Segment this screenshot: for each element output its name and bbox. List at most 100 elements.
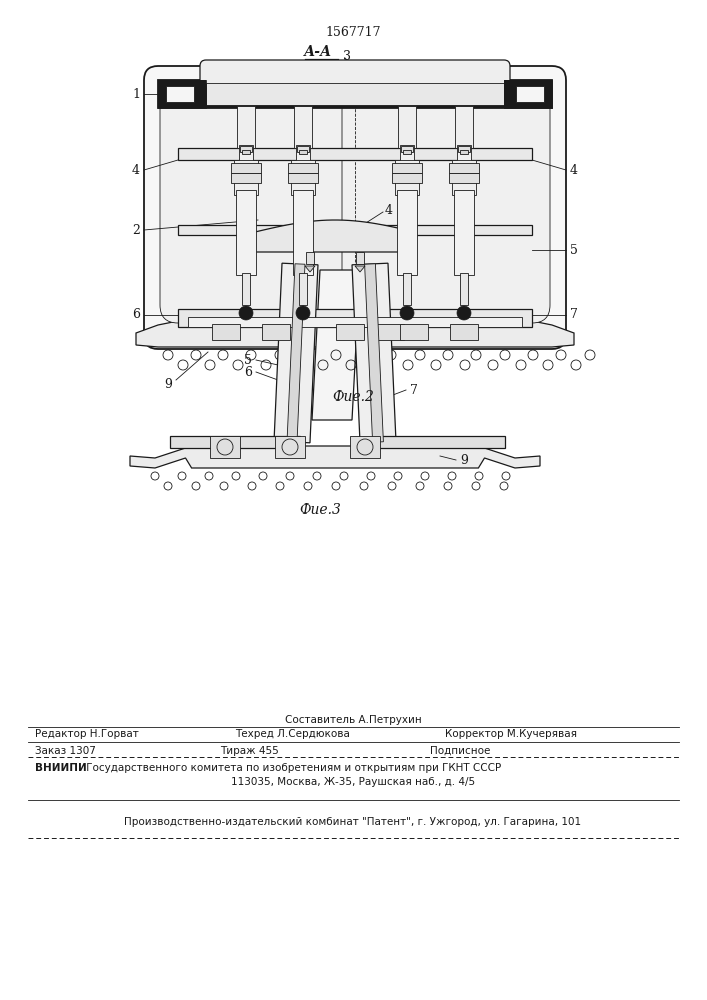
Text: Фие.3: Фие.3 <box>299 503 341 517</box>
Polygon shape <box>305 266 315 272</box>
Bar <box>457 145 471 225</box>
Text: Государственного комитета по изобретениям и открытиям при ГКНТ СССР: Государственного комитета по изобретения… <box>83 763 501 773</box>
Text: 7: 7 <box>570 308 578 322</box>
Circle shape <box>239 306 253 320</box>
Bar <box>400 324 428 340</box>
Bar <box>293 190 313 275</box>
Bar <box>170 436 300 448</box>
Bar <box>376 324 404 340</box>
Text: А-А: А-А <box>304 45 332 59</box>
Polygon shape <box>352 263 396 443</box>
Bar <box>166 86 194 102</box>
Circle shape <box>457 306 471 320</box>
Bar <box>299 273 307 305</box>
Text: 113035, Москва, Ж-35, Раушская наб., д. 4/5: 113035, Москва, Ж-35, Раушская наб., д. … <box>231 777 475 787</box>
Bar <box>460 150 468 154</box>
FancyBboxPatch shape <box>342 92 550 323</box>
Text: Техред Л.Сердюкова: Техред Л.Сердюкова <box>235 729 350 739</box>
Bar <box>288 163 318 173</box>
Bar <box>397 190 417 275</box>
Bar <box>449 173 479 183</box>
FancyBboxPatch shape <box>160 92 368 323</box>
Bar <box>400 145 414 225</box>
Bar <box>210 436 240 458</box>
Bar <box>454 190 474 275</box>
Text: Тираж 455: Тираж 455 <box>220 746 279 756</box>
FancyBboxPatch shape <box>200 60 510 88</box>
Bar <box>504 80 552 108</box>
Polygon shape <box>130 446 540 468</box>
Bar <box>275 436 305 458</box>
Text: Редактор Н.Горват: Редактор Н.Горват <box>35 729 139 739</box>
Text: 9: 9 <box>164 378 172 391</box>
Text: Производственно-издательский комбинат "Патент", г. Ужгород, ул. Гагарина, 101: Производственно-издательский комбинат "П… <box>124 817 582 827</box>
Bar <box>231 163 261 173</box>
Bar <box>188 317 522 327</box>
Bar <box>306 252 314 264</box>
Bar <box>449 163 479 173</box>
Text: ВНИИПИ: ВНИИПИ <box>35 763 87 773</box>
Bar <box>350 436 380 458</box>
Bar <box>455 106 473 148</box>
Text: 4: 4 <box>132 163 140 176</box>
Polygon shape <box>136 318 574 347</box>
Bar <box>212 324 240 340</box>
Text: Заказ 1307: Заказ 1307 <box>35 746 96 756</box>
Bar <box>401 146 413 152</box>
Text: 2: 2 <box>132 224 140 236</box>
Bar <box>516 86 544 102</box>
Bar <box>336 324 364 340</box>
Bar <box>242 150 250 154</box>
Bar <box>237 106 255 148</box>
Bar <box>450 324 478 340</box>
Bar <box>178 225 532 235</box>
Text: 3: 3 <box>343 49 351 62</box>
Bar <box>504 80 552 108</box>
Bar <box>458 146 470 152</box>
Text: 5: 5 <box>570 243 578 256</box>
Bar <box>398 106 416 148</box>
Bar <box>178 148 532 160</box>
Text: 6: 6 <box>244 365 252 378</box>
Bar <box>375 436 505 448</box>
Text: 5: 5 <box>244 354 252 366</box>
Text: Корректор М.Кучерявая: Корректор М.Кучерявая <box>445 729 577 739</box>
Bar <box>231 173 261 183</box>
Bar <box>392 173 422 183</box>
Polygon shape <box>274 263 318 443</box>
Polygon shape <box>365 264 383 442</box>
Bar <box>460 273 468 305</box>
Circle shape <box>400 306 414 320</box>
Text: 4: 4 <box>385 204 393 217</box>
Polygon shape <box>287 264 305 442</box>
Bar <box>158 80 552 108</box>
Bar <box>234 160 258 195</box>
Bar <box>403 273 411 305</box>
Text: 7: 7 <box>410 383 418 396</box>
Bar <box>395 160 419 195</box>
Bar <box>356 252 364 264</box>
Bar <box>299 150 307 154</box>
Bar <box>240 146 252 152</box>
Text: 1567717: 1567717 <box>325 25 381 38</box>
Polygon shape <box>255 220 415 252</box>
Text: 6: 6 <box>132 308 140 322</box>
Bar <box>297 146 309 152</box>
Bar <box>158 80 206 108</box>
Text: 4: 4 <box>570 163 578 176</box>
Bar <box>452 160 476 195</box>
Circle shape <box>296 306 310 320</box>
Bar <box>392 163 422 173</box>
Text: 1: 1 <box>132 88 140 101</box>
Bar <box>262 324 290 340</box>
Bar <box>403 150 411 154</box>
Polygon shape <box>355 266 365 272</box>
Bar <box>206 83 504 105</box>
Bar <box>178 309 532 327</box>
Bar <box>236 190 256 275</box>
Bar <box>239 145 253 225</box>
Text: Подписное: Подписное <box>430 746 491 756</box>
Text: 9: 9 <box>460 454 468 466</box>
Bar <box>296 145 310 225</box>
Bar <box>242 273 250 305</box>
